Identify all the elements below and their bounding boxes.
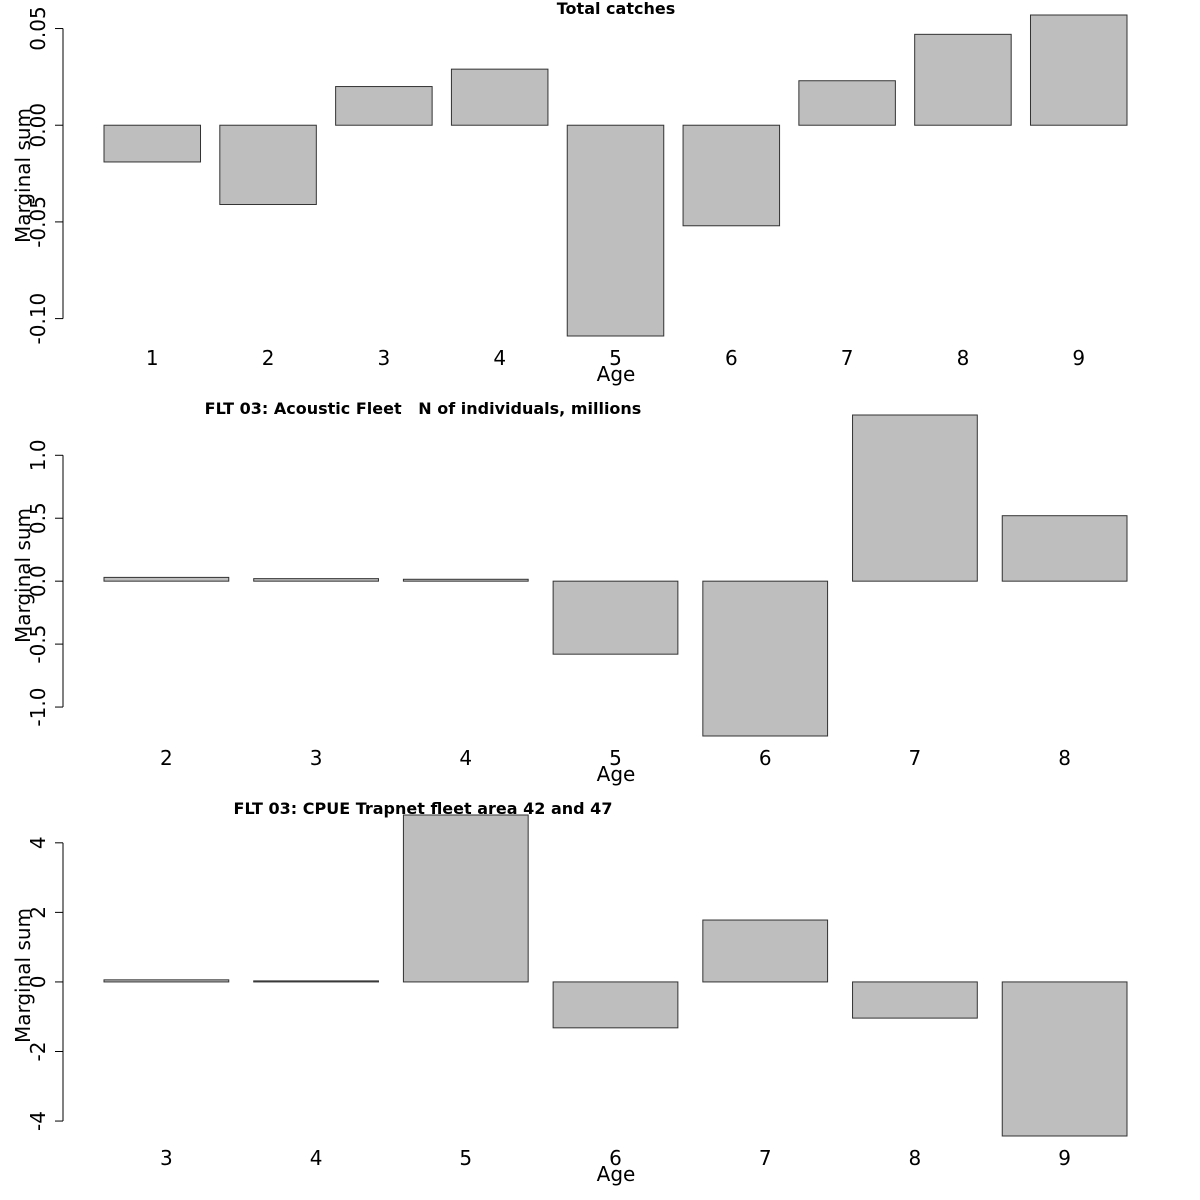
- x-tick-label: 5: [459, 1146, 472, 1170]
- x-tick-label: 7: [909, 746, 922, 770]
- y-tick-label: -1.0: [26, 688, 50, 727]
- x-tick-label: 3: [378, 346, 391, 370]
- bar: [1029, 14, 1128, 126]
- y-tick-label: 0.00: [26, 103, 50, 148]
- bar: [552, 580, 679, 655]
- x-axis-label: Age: [597, 362, 636, 386]
- x-tick-label: 9: [1072, 346, 1085, 370]
- bar: [682, 124, 781, 227]
- y-tick-label: -2: [26, 1042, 50, 1062]
- bar: [1001, 515, 1128, 582]
- y-tick-label: 0: [26, 976, 50, 989]
- bar: [103, 576, 230, 582]
- y-tick-label: 1.0: [26, 439, 50, 471]
- bar: [103, 979, 230, 983]
- x-axis-label: Age: [597, 1162, 636, 1186]
- bar: [702, 919, 829, 983]
- x-tick-label: 8: [909, 1146, 922, 1170]
- bar: [253, 980, 379, 983]
- y-tick-label: 0.0: [26, 565, 50, 597]
- x-tick-label: 6: [759, 746, 772, 770]
- bar: [798, 80, 896, 126]
- bar: [702, 580, 829, 737]
- x-tick-label: 6: [609, 1146, 622, 1170]
- chart-title: FLT 03: Acoustic Fleet N of individuals,…: [205, 399, 642, 418]
- x-tick-label: 4: [459, 746, 472, 770]
- x-tick-label: 8: [957, 346, 970, 370]
- x-tick-label: 7: [841, 346, 854, 370]
- x-tick-label: 6: [725, 346, 738, 370]
- x-tick-label: 2: [160, 746, 173, 770]
- x-tick-label: 3: [310, 746, 323, 770]
- bar: [402, 814, 529, 983]
- y-tick-label: -0.5: [26, 625, 50, 664]
- bar: [852, 981, 978, 1019]
- bar: [219, 124, 317, 206]
- y-axis-label: Marginal sum: [11, 508, 35, 643]
- y-tick-label: -0.05: [26, 196, 50, 248]
- y-tick-label: 0.05: [26, 6, 50, 51]
- x-tick-label: 4: [310, 1146, 323, 1170]
- y-axis-label: Marginal sum: [11, 108, 35, 243]
- y-tick-label: -0.10: [26, 293, 50, 345]
- bar: [1001, 981, 1128, 1137]
- x-tick-label: 5: [609, 346, 622, 370]
- bar: [103, 124, 202, 163]
- bar: [253, 578, 379, 582]
- x-tick-label: 5: [609, 746, 622, 770]
- x-tick-label: 3: [160, 1146, 173, 1170]
- bar: [852, 414, 978, 582]
- y-tick-label: 4: [26, 836, 50, 849]
- bar: [450, 68, 549, 126]
- bar: [914, 33, 1012, 126]
- chart-title: Total catches: [557, 0, 675, 18]
- bar: [566, 124, 665, 337]
- x-tick-label: 2: [262, 346, 275, 370]
- bar: [335, 86, 433, 126]
- y-axis-label: Marginal sum: [11, 908, 35, 1043]
- chart-title: FLT 03: CPUE Trapnet fleet area 42 and 4…: [234, 799, 613, 818]
- x-tick-label: 8: [1058, 746, 1071, 770]
- x-tick-label: 1: [146, 346, 159, 370]
- x-tick-label: 7: [759, 1146, 772, 1170]
- y-tick-label: -4: [26, 1111, 50, 1131]
- y-tick-label: 2: [26, 906, 50, 919]
- bar: [552, 981, 679, 1029]
- bar: [402, 578, 529, 582]
- x-tick-label: 4: [493, 346, 506, 370]
- x-tick-label: 9: [1058, 1146, 1071, 1170]
- x-axis-label: Age: [597, 762, 636, 786]
- y-tick-label: 0.5: [26, 502, 50, 534]
